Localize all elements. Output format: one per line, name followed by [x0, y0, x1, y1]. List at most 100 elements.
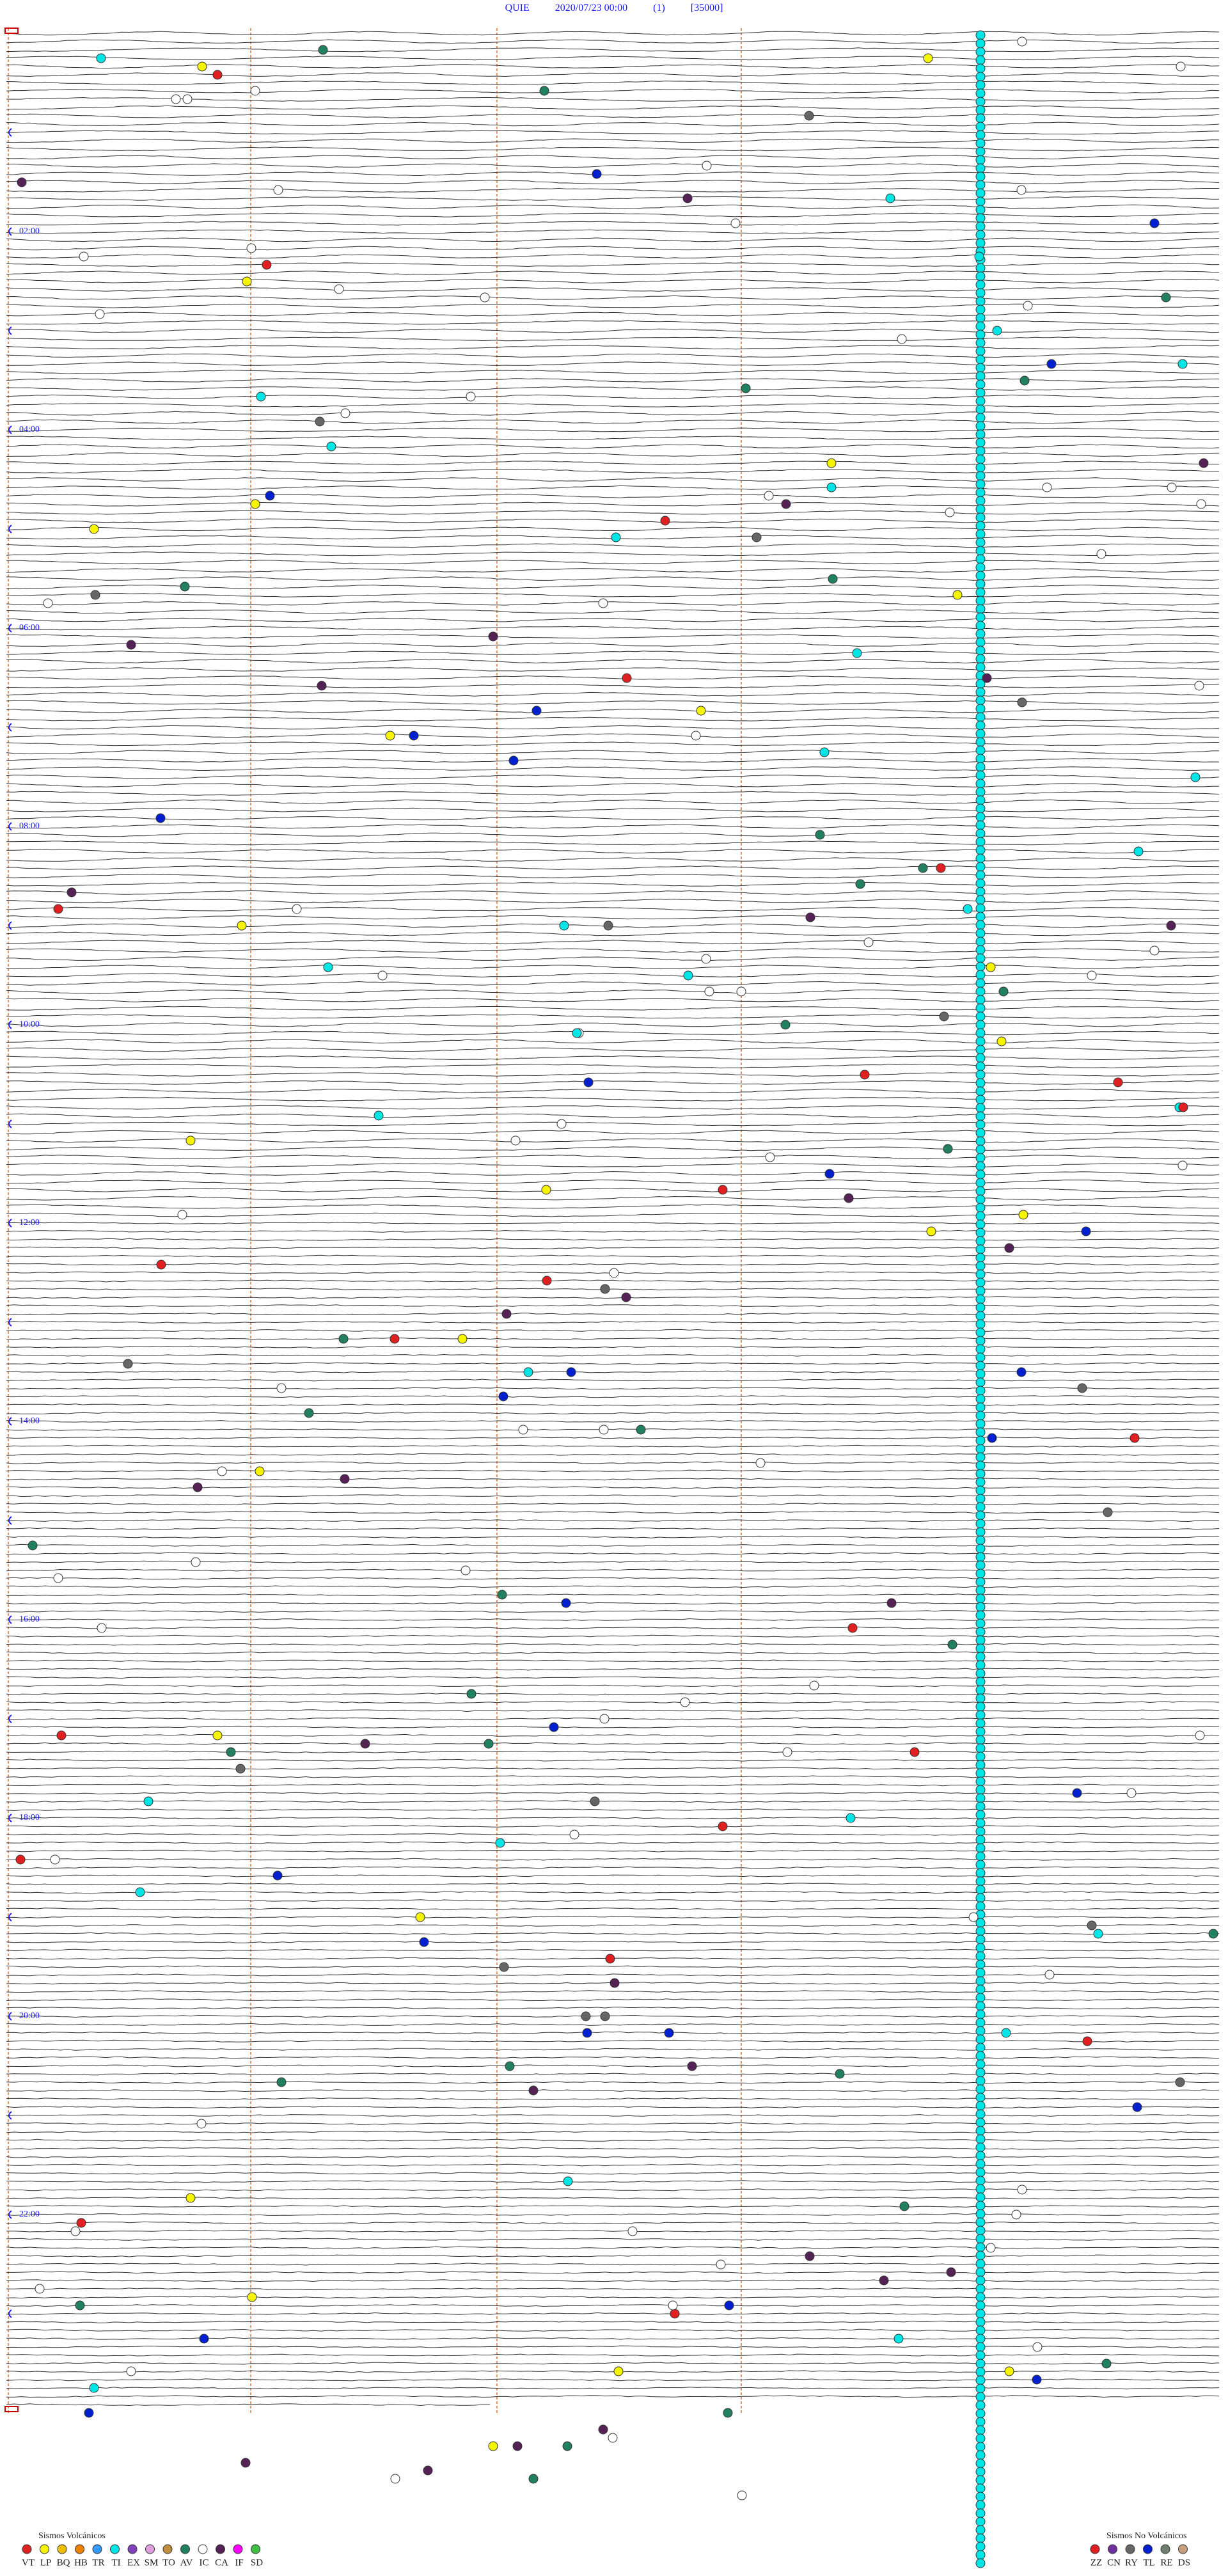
- event: [975, 72, 986, 82]
- trace: [6, 138, 1220, 143]
- event: [975, 571, 986, 581]
- event: [975, 1286, 986, 1296]
- trace: [6, 576, 1220, 581]
- trace: [6, 1734, 1220, 1737]
- trace: [6, 1014, 1220, 1019]
- event: [975, 1377, 986, 1387]
- event: [926, 1226, 936, 1237]
- event: [975, 2018, 986, 2028]
- event: [702, 161, 712, 171]
- event: [419, 1937, 429, 1947]
- trace: [6, 493, 1220, 498]
- event: [975, 754, 986, 764]
- event: [35, 2284, 45, 2294]
- trace: [6, 584, 1220, 589]
- trace: [6, 2180, 1220, 2183]
- legend-swatch: [75, 2544, 84, 2554]
- event: [975, 1743, 986, 1753]
- trace: [6, 1618, 1220, 1621]
- event: [975, 2392, 986, 2402]
- event: [193, 1482, 203, 1492]
- event: [610, 1978, 620, 1988]
- legend-swatch: [198, 2544, 208, 2554]
- event: [975, 188, 986, 198]
- hour-tick: [8, 2111, 12, 2120]
- trace: [6, 394, 1220, 399]
- event: [975, 2134, 986, 2144]
- hour-label: 04:00: [19, 425, 40, 434]
- event: [664, 2028, 674, 2038]
- event: [76, 2218, 86, 2228]
- trace: [6, 1767, 1220, 1770]
- legend-swatch: [92, 2544, 102, 2554]
- event: [975, 80, 986, 90]
- event: [975, 1344, 986, 1354]
- trace: [6, 179, 1220, 184]
- event: [975, 1053, 986, 1063]
- event: [998, 986, 1009, 997]
- event: [975, 1876, 986, 1886]
- event: [975, 230, 986, 240]
- event: [523, 1367, 533, 1377]
- event: [975, 2533, 986, 2543]
- event: [975, 163, 986, 173]
- event: [975, 1136, 986, 1146]
- trace: [6, 1503, 1220, 1506]
- event: [235, 1764, 246, 1774]
- trace: [6, 1824, 1220, 1828]
- trace: [6, 254, 1220, 259]
- trace: [6, 1494, 1220, 1497]
- event: [975, 1519, 986, 1529]
- hour-tick: [8, 1020, 12, 1029]
- event: [212, 70, 223, 80]
- event: [975, 1244, 986, 1254]
- event: [592, 169, 602, 179]
- event: [484, 1739, 494, 1749]
- trace: [6, 1973, 1220, 1977]
- event: [975, 2026, 986, 2036]
- event: [1130, 1433, 1140, 1443]
- event: [97, 1623, 107, 1633]
- event: [276, 2077, 287, 2087]
- event: [975, 446, 986, 456]
- event: [90, 590, 100, 600]
- event: [975, 63, 986, 74]
- event: [1176, 61, 1186, 72]
- event: [975, 2334, 986, 2344]
- event: [765, 1152, 775, 1162]
- event: [885, 193, 895, 203]
- event: [488, 2441, 498, 2451]
- event: [975, 1327, 986, 1338]
- event: [975, 296, 986, 306]
- trace: [6, 972, 1220, 977]
- event: [975, 2092, 986, 2103]
- trace: [6, 2304, 1220, 2307]
- event: [975, 1427, 986, 1437]
- event: [1178, 1102, 1188, 1112]
- trace: [6, 1940, 1220, 1943]
- event: [975, 1702, 986, 1712]
- event: [986, 2243, 996, 2253]
- event: [975, 1943, 986, 1953]
- trace: [6, 1866, 1220, 1869]
- event: [975, 629, 986, 639]
- event: [1177, 359, 1188, 369]
- event: [975, 1161, 986, 1171]
- event: [741, 383, 751, 393]
- trace: [6, 2081, 1219, 2084]
- trace: [6, 2114, 1220, 2117]
- event: [975, 961, 986, 972]
- event: [975, 155, 986, 165]
- event: [377, 970, 388, 981]
- trace: [6, 1668, 1220, 1671]
- event: [975, 1643, 986, 1654]
- event: [982, 673, 992, 683]
- event: [460, 1565, 471, 1576]
- trace: [6, 2337, 1220, 2340]
- event: [126, 640, 136, 650]
- legend-swatch: [1090, 2544, 1100, 2554]
- event: [975, 604, 986, 614]
- event: [847, 1623, 858, 1633]
- trace: [6, 411, 1220, 416]
- legend-title: Sismos Volcánicos: [38, 2531, 106, 2541]
